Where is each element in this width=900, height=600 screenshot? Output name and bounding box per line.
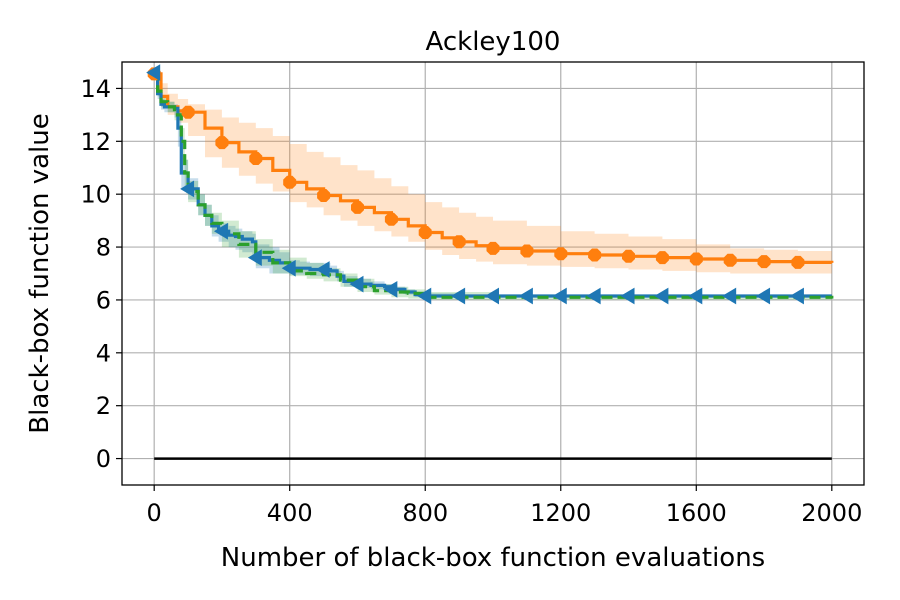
series-marker — [688, 287, 703, 305]
y-tick-label: 8 — [96, 234, 111, 262]
series-markers — [146, 64, 805, 305]
series-marker — [418, 226, 432, 239]
grid — [122, 62, 864, 485]
plot-frame — [121, 61, 865, 486]
chart-title: Ackley100 — [426, 27, 561, 57]
x-tick-label: 1600 — [666, 499, 727, 527]
series-marker — [146, 64, 161, 81]
y-tick-label: 0 — [96, 445, 111, 473]
series-marker — [283, 175, 297, 189]
series-marker — [723, 253, 737, 267]
x-tick-label: 800 — [402, 499, 448, 527]
series-marker — [486, 241, 500, 255]
x-tick-label: 0 — [147, 499, 162, 527]
y-tick-label: 12 — [80, 128, 111, 156]
series-marker — [586, 287, 601, 305]
x-axis-label: Number of black-box function evaluations — [221, 543, 765, 573]
series-marker — [520, 244, 534, 258]
series-marker — [689, 252, 703, 266]
series-marker — [213, 222, 228, 240]
series-marker — [452, 235, 466, 249]
series-marker — [757, 255, 771, 269]
series-marker — [789, 287, 804, 305]
series-marker — [215, 136, 229, 150]
series-marker — [756, 287, 771, 305]
axis-ticks: 0 400 800 1200 1600 2000 0 2 4 6 8 10 12 14 — [80, 75, 862, 527]
series-marker — [349, 275, 364, 293]
series-marker — [181, 105, 195, 119]
series-marker — [622, 249, 635, 263]
series-marker — [485, 287, 499, 305]
y-tick-label: 2 — [96, 392, 111, 420]
series-marker — [351, 200, 364, 214]
series-marker — [315, 261, 330, 278]
series-marker — [317, 189, 331, 202]
y-tick-label: 14 — [80, 75, 111, 103]
series-marker — [791, 255, 805, 269]
series-marker — [247, 249, 262, 267]
y-axis-label: Black-box function value — [25, 113, 55, 433]
y-tick-label: 10 — [80, 181, 111, 209]
series-marker — [620, 287, 635, 305]
series-marker — [384, 212, 398, 226]
series-marker — [654, 287, 669, 305]
x-tick-label: 2000 — [801, 499, 862, 527]
series-marker — [451, 287, 466, 305]
series-marker — [518, 287, 533, 305]
series-marker — [552, 287, 567, 305]
confidence-bands — [154, 72, 832, 302]
series-marker — [281, 259, 296, 277]
series-marker — [180, 180, 195, 198]
series-marker — [249, 152, 263, 165]
y-tick-label: 6 — [96, 286, 111, 314]
series-marker — [588, 248, 602, 262]
y-tick-label: 4 — [96, 339, 111, 367]
x-tick-label: 400 — [267, 499, 313, 527]
series-marker — [417, 287, 432, 305]
series-marker — [554, 247, 568, 261]
series-marker — [383, 280, 398, 298]
series-marker — [722, 287, 737, 305]
x-tick-label: 1200 — [530, 499, 591, 527]
series-marker — [655, 251, 669, 265]
